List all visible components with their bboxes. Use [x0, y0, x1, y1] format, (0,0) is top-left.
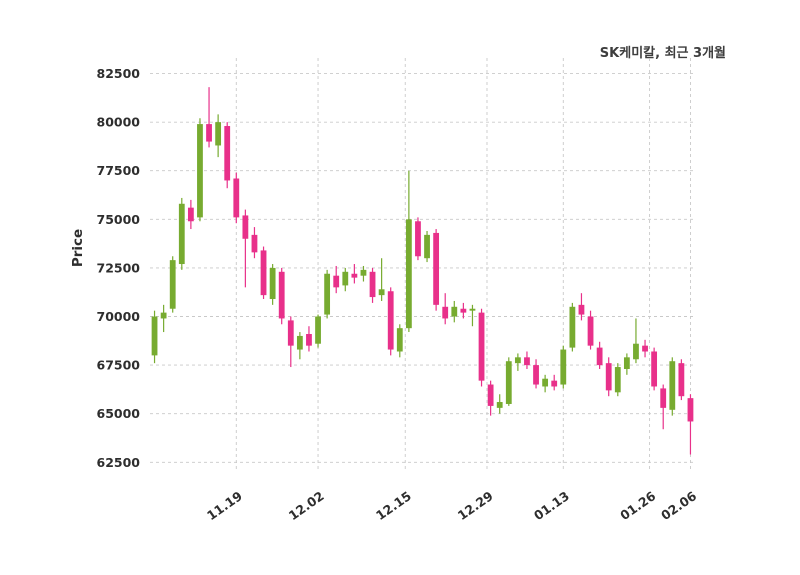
- candle-body: [405, 219, 412, 329]
- y-tick-label: 82500: [97, 66, 141, 81]
- candle-body: [378, 289, 385, 296]
- candle-body: [287, 320, 294, 346]
- candle-body: [360, 269, 367, 276]
- candle-body: [460, 308, 467, 313]
- x-tick-label: 11.19: [204, 488, 245, 523]
- candle-body: [614, 367, 621, 393]
- candle-body: [206, 124, 212, 142]
- candle-body: [651, 351, 658, 387]
- x-tick-label: 01.26: [617, 488, 658, 523]
- candle-body: [678, 363, 685, 397]
- candle-body: [533, 365, 539, 385]
- candle-body: [415, 221, 421, 257]
- candle-body: [442, 306, 449, 319]
- y-tick-label: 70000: [97, 309, 141, 324]
- y-tick-label: 80000: [97, 115, 141, 130]
- candle-body: [315, 316, 321, 344]
- candle-body: [642, 345, 648, 352]
- candle-body: [569, 306, 576, 348]
- candle-body: [514, 357, 521, 364]
- candle-body: [215, 122, 222, 146]
- candle-body: [169, 260, 176, 309]
- candle-body: [151, 316, 158, 356]
- candle-body: [324, 273, 331, 315]
- candle-body: [469, 308, 476, 311]
- candle-body: [524, 357, 530, 366]
- candle-body: [669, 361, 676, 410]
- candle-body: [605, 363, 612, 391]
- y-tick-label: 67500: [97, 358, 141, 373]
- candle-body: [687, 398, 694, 422]
- y-tick-label: 65000: [97, 406, 141, 421]
- candle-body: [560, 349, 567, 385]
- y-tick-label: 77500: [97, 163, 141, 178]
- y-tick-label: 72500: [97, 260, 141, 275]
- x-tick-label: 01.13: [531, 488, 572, 523]
- candle-body: [278, 271, 285, 319]
- candle-body: [633, 343, 639, 360]
- candle-body: [387, 291, 394, 350]
- candle-body: [306, 334, 312, 346]
- candle-body: [451, 306, 458, 317]
- candle-body: [260, 250, 267, 296]
- candle-body: [242, 215, 249, 239]
- candle-body: [433, 232, 440, 305]
- candle-body: [623, 357, 630, 369]
- candle-body: [424, 234, 430, 259]
- candle-body: [251, 234, 258, 253]
- candle-body: [587, 316, 594, 346]
- candle-body: [351, 273, 358, 278]
- y-tick-label: 75000: [97, 212, 141, 227]
- candle-body: [487, 384, 494, 406]
- candle-body: [578, 304, 585, 315]
- candle-body: [342, 271, 349, 286]
- candle-body: [178, 203, 185, 265]
- candle-body: [496, 402, 503, 408]
- x-tick-label: 12.02: [286, 488, 327, 523]
- candle-body: [269, 267, 276, 300]
- y-tick-label: 62500: [97, 455, 141, 470]
- candle-body: [187, 207, 194, 222]
- x-tick-label: 12.15: [373, 488, 414, 523]
- candle-body: [396, 328, 403, 352]
- candle-body: [333, 275, 340, 288]
- candle-body: [160, 312, 167, 319]
- candle-body: [296, 335, 303, 350]
- candle-body: [551, 380, 558, 387]
- candle-body: [224, 126, 231, 181]
- candle-body: [369, 271, 376, 298]
- candle-body: [197, 124, 203, 218]
- candle-body: [478, 312, 485, 381]
- chart-title: SK케미칼, 최근 3개월: [599, 46, 726, 61]
- candle-body: [596, 347, 603, 366]
- candle-body: [233, 178, 240, 218]
- x-tick-label: 02.06: [658, 488, 699, 523]
- candle-body: [660, 388, 667, 408]
- candle-body: [542, 378, 549, 387]
- x-tick-label: 12.29: [455, 488, 496, 523]
- candle-body: [505, 361, 512, 404]
